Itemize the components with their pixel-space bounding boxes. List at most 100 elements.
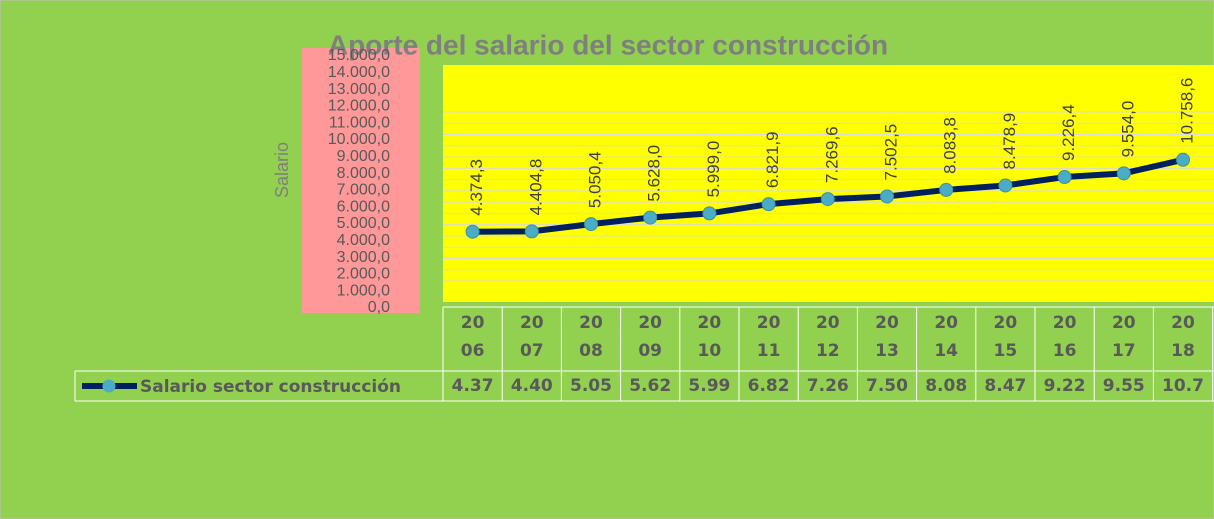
table-value-box: 10.7 xyxy=(1162,376,1204,396)
data-label: 4.404,8 xyxy=(526,159,545,216)
data-label: 5.628,0 xyxy=(645,145,664,202)
y-tick-label: 2.000,0 xyxy=(337,266,390,283)
table-value: 8.47 xyxy=(984,376,1027,396)
y-tick-label: 8.000,0 xyxy=(337,165,390,182)
x-tick-label-box: 2007 xyxy=(519,313,544,361)
table-value: 4.40 xyxy=(510,376,553,396)
data-label: 5.050,4 xyxy=(585,151,604,208)
table-value-box: 7.26 xyxy=(806,376,849,396)
marker xyxy=(1116,166,1131,181)
x-tick-label: 2015 xyxy=(993,313,1018,361)
data-label: 7.269,6 xyxy=(822,126,841,183)
y-tick-label: 14.000,0 xyxy=(328,64,390,81)
x-tick-label: 2012 xyxy=(815,313,840,361)
x-tick-label: 2007 xyxy=(519,313,544,361)
x-tick-label-box: 2013 xyxy=(875,313,899,361)
y-tick-label: 12.000,0 xyxy=(328,98,390,115)
table-value-box: 9.22 xyxy=(1043,376,1086,396)
table-value-box: 5.62 xyxy=(629,376,672,396)
x-tick-label: 2013 xyxy=(875,313,899,361)
chart-title: Aporte del salario del sector construcci… xyxy=(328,29,888,60)
y-tick-label: 4.000,0 xyxy=(337,232,390,249)
marker xyxy=(939,182,954,197)
marker xyxy=(1057,170,1072,185)
x-tick-label: 2009 xyxy=(638,313,663,361)
data-label: 9.554,0 xyxy=(1118,101,1137,158)
x-tick-label: 2010 xyxy=(697,313,722,361)
x-tick-label: 2011 xyxy=(756,313,781,361)
x-tick-label: 2014 xyxy=(934,313,959,361)
data-label: 4.374,3 xyxy=(467,159,486,216)
y-tick-label: 9.000,0 xyxy=(337,148,390,165)
table-value: 9.55 xyxy=(1102,376,1145,396)
table-value-box: 9.55 xyxy=(1102,376,1145,396)
table-value-box: 7.50 xyxy=(866,376,908,396)
data-label: 8.083,8 xyxy=(941,117,960,174)
marker xyxy=(702,206,717,221)
table-value-box: 5.99 xyxy=(688,376,731,396)
table-value: 4.37 xyxy=(451,376,494,396)
x-tick-label: 2006 xyxy=(460,313,485,361)
table-value: 9.22 xyxy=(1043,376,1086,396)
x-tick-label-box: 2016 xyxy=(1052,313,1077,361)
x-tick-label-box: 2018 xyxy=(1171,313,1195,361)
legend-label: Salario sector construcción xyxy=(140,377,401,397)
table-value: 5.99 xyxy=(688,376,731,396)
y-tick-label: 5.000,0 xyxy=(337,215,390,232)
table-value-box: 8.47 xyxy=(984,376,1027,396)
legend-marker xyxy=(102,379,116,393)
table-value-box: 4.37 xyxy=(451,376,494,396)
table-value: 10.7 xyxy=(1162,376,1204,396)
data-label: 8.478,9 xyxy=(1000,113,1019,170)
table-value: 7.50 xyxy=(866,376,908,396)
data-label: 9.226,4 xyxy=(1059,104,1078,161)
x-tick-label-box: 2010 xyxy=(697,313,722,361)
x-tick-label-box: 2006 xyxy=(460,313,485,361)
marker xyxy=(465,224,480,239)
x-tick-label-box: 2009 xyxy=(638,313,663,361)
plot-area xyxy=(443,65,1214,302)
x-tick-label-box: 2015 xyxy=(993,313,1018,361)
x-tick-label-box: 2017 xyxy=(1111,313,1136,361)
data-label: 6.821,9 xyxy=(763,131,782,188)
y-tick-label: 13.000,0 xyxy=(328,81,390,98)
marker xyxy=(820,192,835,207)
data-label: 5.999,0 xyxy=(704,141,723,198)
marker xyxy=(643,210,658,225)
table-value: 7.26 xyxy=(806,376,849,396)
y-tick-label: 3.000,0 xyxy=(337,249,390,266)
y-tick-label: 6.000,0 xyxy=(337,198,390,215)
y-tick-label: 1.000,0 xyxy=(337,282,390,299)
table-value-box: 4.40 xyxy=(510,376,553,396)
marker xyxy=(1176,152,1190,167)
marker xyxy=(524,224,539,239)
data-label: 7.502,5 xyxy=(881,124,900,181)
table-value: 5.05 xyxy=(570,376,612,396)
marker xyxy=(761,197,776,212)
marker xyxy=(584,217,598,232)
marker xyxy=(880,189,894,204)
table-value: 8.08 xyxy=(925,376,968,396)
table-value-box: 8.08 xyxy=(925,376,968,396)
marker xyxy=(998,178,1013,193)
y-tick-label: 0,0 xyxy=(368,299,390,316)
y-axis-title: Salario xyxy=(272,142,292,198)
x-tick-label-box: 2011 xyxy=(756,313,781,361)
x-tick-label-box: 2014 xyxy=(934,313,959,361)
x-tick-label-box: 2008 xyxy=(579,313,603,361)
x-tick-label: 2016 xyxy=(1052,313,1077,361)
data-label: 10.758,6 xyxy=(1177,78,1196,144)
table-value-box: 5.05 xyxy=(570,376,612,396)
y-tick-label: 15.000,0 xyxy=(328,47,390,64)
y-axis-area xyxy=(302,48,420,313)
x-tick-label: 2008 xyxy=(579,313,603,361)
table-value: 5.62 xyxy=(629,376,672,396)
x-tick-label: 2017 xyxy=(1111,313,1136,361)
y-tick-label: 7.000,0 xyxy=(337,182,390,199)
table-value-box: 6.82 xyxy=(747,376,790,396)
y-tick-label: 10.000,0 xyxy=(328,131,390,148)
table-value: 6.82 xyxy=(747,376,790,396)
y-tick-label: 11.000,0 xyxy=(329,114,390,131)
x-tick-label: 2018 xyxy=(1171,313,1195,361)
